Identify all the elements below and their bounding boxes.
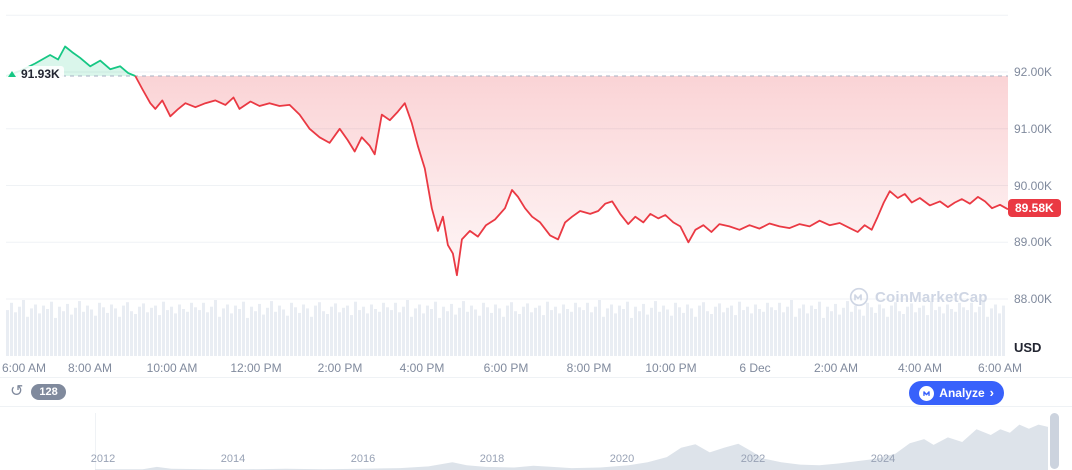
x-tick-label: 6:00 AM [2,361,47,375]
open-price-value: 91.93K [21,66,60,81]
x-tick-label: 2:00 PM [317,361,363,375]
x-tick-label: 8:00 PM [566,361,612,375]
chevron-right-icon: › [989,385,994,400]
open-price-label: 91.93K [4,65,64,82]
y-axis-unit-label: USD [1014,340,1042,355]
coinmarketcap-logo-icon [849,287,869,307]
chart-toolbar: ↺ 128 Analyze › [0,377,1072,406]
last-price-badge: 89.58K [1008,199,1061,218]
y-tick-label: 91.00K [1014,121,1053,136]
y-tick-label: 92.00K [1014,65,1053,79]
analyze-logo-icon [919,385,935,401]
history-count-badge[interactable]: 128 [31,384,66,400]
history-scrubber[interactable]: 2012 2014 2016 2018 2020 2022 2024 [0,406,1072,470]
x-tick-label: 8:00 AM [67,361,113,375]
x-tick-label: 6 Dec [739,361,771,375]
up-triangle-icon [8,70,16,77]
x-tick-label: 4:00 AM [897,361,943,375]
y-tick-label: 90.00K [1014,178,1053,193]
x-tick-label: 10:00 AM [146,361,198,375]
history-sparkline-svg[interactable] [95,413,1048,470]
price-chart-area: 92.00K 91.00K 90.00K 89.00K 88.00K USD 91.93… [2,0,1061,375]
y-tick-label: 89.00K [1014,235,1053,250]
analyze-button[interactable]: Analyze › [909,381,1004,405]
coinmarketcap-watermark: CoinMarketCap [849,287,988,307]
watermark-text: CoinMarketCap [875,288,988,306]
x-tick-label: 6:00 AM [977,361,1023,375]
x-tick-label: 12:00 PM [230,361,282,375]
x-axis: 6:00 AM 8:00 AM 10:00 AM 12:00 PM 2:00 PM 4:0… [0,359,1072,376]
x-tick-label: 10:00 PM [645,361,697,375]
analyze-label: Analyze [939,386,985,400]
history-icon[interactable]: ↺ [10,383,24,400]
x-tick-label: 4:00 PM [399,361,445,375]
x-tick-label: 6:00 PM [483,361,529,375]
price-chart-svg[interactable] [6,0,1008,358]
scrubber-left-edge [95,413,96,470]
scrollbar-thumb[interactable] [1050,413,1059,469]
x-tick-label: 2:00 AM [813,361,859,375]
y-tick-label: 88.00K [1014,292,1053,306]
